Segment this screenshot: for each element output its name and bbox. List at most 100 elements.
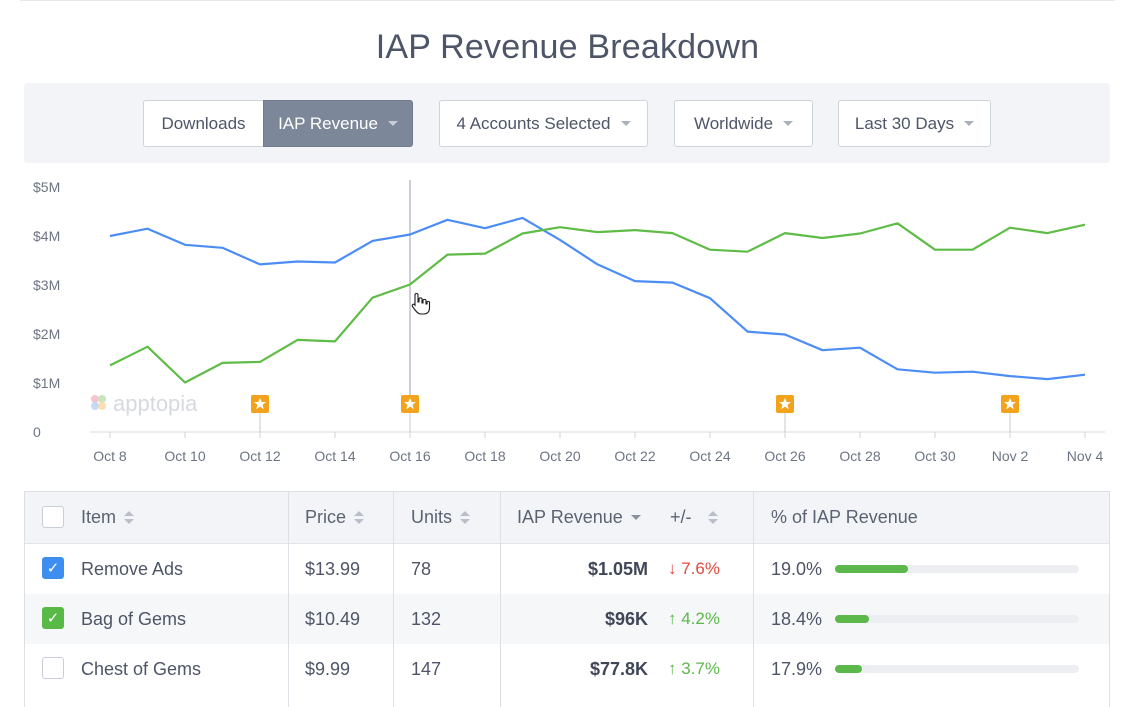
x-tick-label: Oct 30: [914, 448, 955, 464]
event-marker-star-icon[interactable]: [1001, 395, 1019, 432]
x-tick-label: Nov 2: [992, 448, 1029, 464]
accounts-dropdown[interactable]: 4 Accounts Selected: [439, 100, 648, 147]
header-item-label: Item: [81, 507, 117, 527]
date-range-dropdown[interactable]: Last 30 Days: [838, 100, 991, 147]
apptopia-logo-icon: [91, 395, 106, 410]
header-item[interactable]: Item: [81, 492, 135, 543]
item-revenue: $1.05M: [587, 558, 648, 579]
table-row[interactable]: Chest of Gems $9.99 147 $77.8K ↑ 3.7% 17.9%: [25, 644, 1109, 694]
row-checkbox[interactable]: [42, 657, 64, 679]
share-bar-fill: [835, 665, 862, 673]
x-tick-label: Oct 16: [389, 448, 430, 464]
x-tick-label: Oct 22: [614, 448, 655, 464]
downloads-label: Downloads: [161, 113, 246, 133]
y-tick-label: 0: [33, 424, 41, 440]
share-bar: [835, 615, 1079, 623]
header-units-label: Units: [411, 507, 453, 527]
header-units[interactable]: Units: [411, 492, 471, 543]
x-tick-label: Nov 4: [1067, 448, 1104, 464]
header-change[interactable]: +/-: [670, 492, 718, 543]
sort-desc-icon: [630, 515, 641, 520]
event-marker-star-icon[interactable]: [251, 395, 269, 432]
item-units: 132: [411, 608, 442, 629]
share-bar-fill: [835, 565, 908, 573]
green-series-line[interactable]: [109, 222, 1086, 384]
x-tick-label: Oct 26: [764, 448, 805, 464]
chevron-down-icon: [620, 121, 631, 126]
header-revenue-label: IAP Revenue: [517, 507, 623, 527]
iap-revenue-dropdown[interactable]: IAP Revenue: [263, 100, 413, 147]
chevron-down-icon: [387, 121, 398, 126]
chevron-down-icon: [783, 121, 794, 126]
column-divider: [753, 492, 754, 707]
item-revenue: $77.8K: [589, 658, 648, 679]
revenue-line-chart[interactable]: 0 $1M $2M $3M $4M $5M Oct 8 Oct 10 Oct 12 Oct 14…: [0, 170, 1135, 470]
x-tick-label: Oct 14: [314, 448, 355, 464]
chevron-down-icon: [964, 121, 975, 126]
item-price: $9.99: [305, 658, 351, 679]
y-tick-label: $3M: [33, 277, 60, 293]
event-marker-star-icon[interactable]: [776, 395, 794, 432]
region-dropdown[interactable]: Worldwide: [674, 100, 813, 147]
y-axis-ticks: 0 $1M $2M $3M $4M $5M: [33, 179, 60, 440]
table-row[interactable]: ✓ Bag of Gems $10.49 132 $96K ↑ 4.2% 18.4%: [25, 594, 1109, 644]
top-divider: [20, 0, 1115, 1]
item-price: $13.99: [305, 558, 361, 579]
date-range-label: Last 30 Days: [854, 113, 955, 133]
y-tick-label: $2M: [33, 326, 60, 342]
sort-icon: [354, 511, 365, 524]
hand-cursor-icon: [411, 292, 431, 315]
header-change-label: +/-: [670, 507, 692, 527]
header-share: % of IAP Revenue: [771, 492, 918, 543]
x-tick-label: Oct 28: [839, 448, 880, 464]
blue-series-line[interactable]: [109, 216, 1086, 381]
region-label: Worldwide: [693, 113, 774, 133]
item-share: 17.9%: [771, 658, 823, 679]
x-tick-label: Oct 20: [539, 448, 580, 464]
item-name: Remove Ads: [81, 558, 184, 579]
table-header: Item Price Units IAP Revenue +/- % of IA…: [25, 492, 1109, 544]
iap-items-table: Item Price Units IAP Revenue +/- % of IA…: [24, 491, 1110, 707]
item-name: Bag of Gems: [81, 608, 187, 629]
x-axis-tick-marks: [109, 432, 1086, 438]
select-all-checkbox[interactable]: [42, 506, 64, 528]
y-tick-label: $4M: [33, 228, 60, 244]
share-bar: [835, 565, 1079, 573]
header-iap-revenue[interactable]: IAP Revenue: [517, 492, 641, 543]
page-title: IAP Revenue Breakdown: [375, 28, 760, 66]
item-revenue: $96K: [604, 608, 648, 629]
event-markers: [251, 395, 1019, 432]
x-axis-ticks: Oct 8 Oct 10 Oct 12 Oct 14 Oct 16 Oct 18 Oct 2…: [93, 448, 1103, 464]
item-change: ↓ 7.6%: [668, 559, 720, 578]
item-change: ↑ 4.2%: [668, 609, 720, 628]
event-marker-star-icon[interactable]: [401, 395, 419, 432]
filter-toolbar: Downloads IAP Revenue 4 Accounts Selecte…: [24, 83, 1110, 163]
item-name: Chest of Gems: [81, 658, 202, 679]
sort-icon: [707, 511, 718, 524]
item-price: $10.49: [305, 608, 361, 629]
column-divider: [393, 492, 394, 707]
iap-revenue-label: IAP Revenue: [278, 113, 378, 133]
x-tick-label: Oct 18: [464, 448, 505, 464]
x-tick-label: Oct 10: [164, 448, 205, 464]
series-lines: [109, 216, 1086, 384]
apptopia-logo: apptopia: [91, 391, 198, 416]
x-tick-label: Oct 8: [93, 448, 127, 464]
item-units: 147: [411, 658, 442, 679]
item-share: 19.0%: [771, 558, 823, 579]
downloads-tab-button[interactable]: Downloads: [143, 100, 264, 147]
header-price[interactable]: Price: [305, 492, 365, 543]
y-tick-label: $1M: [33, 375, 60, 391]
apptopia-watermark: apptopia: [113, 391, 198, 416]
sort-icon: [460, 511, 471, 524]
row-checkbox[interactable]: ✓: [42, 607, 64, 629]
accounts-label: 4 Accounts Selected: [456, 113, 611, 133]
column-divider: [500, 492, 501, 707]
row-checkbox[interactable]: ✓: [42, 557, 64, 579]
sort-icon: [124, 511, 135, 524]
x-tick-label: Oct 24: [689, 448, 730, 464]
share-bar-fill: [835, 615, 869, 623]
y-tick-label: $5M: [33, 179, 60, 195]
table-row[interactable]: ✓ Remove Ads $13.99 78 $1.05M ↓ 7.6% 19.0%: [25, 544, 1109, 594]
item-change: ↑ 3.7%: [668, 659, 720, 678]
